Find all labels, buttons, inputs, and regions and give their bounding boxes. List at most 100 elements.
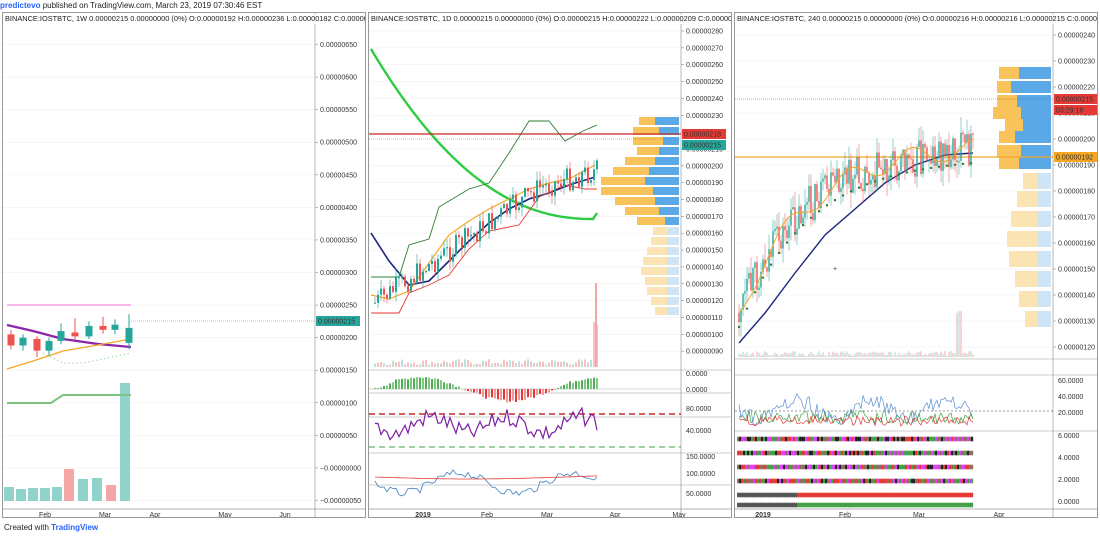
weekly-y-tick-label: 0.00000100 xyxy=(320,400,357,407)
indicator-dot xyxy=(871,492,874,498)
chart-canvas-1d[interactable]: 0.00000280 0.00000270 0.00000260 0.00000250… xyxy=(369,13,732,518)
indicator-dot xyxy=(745,464,748,470)
indicator-dot xyxy=(861,478,864,484)
indicator-dot xyxy=(847,436,850,442)
volume-profile-bar xyxy=(637,217,665,225)
rsi-line xyxy=(374,406,598,441)
indicator-dot xyxy=(929,464,932,470)
macd-histogram-bar xyxy=(452,384,454,389)
volume-profile-bar xyxy=(1015,131,1051,143)
indicator-dot xyxy=(759,464,762,470)
indicator-dot xyxy=(967,492,970,498)
chart-panel-240[interactable]: BINANCE:IOSTBTC, 240 0.00000215 0.000000… xyxy=(734,12,1098,518)
author-link[interactable]: predictevo xyxy=(0,1,41,10)
candlestick xyxy=(557,181,559,184)
indicator-dot xyxy=(831,478,834,484)
candlestick xyxy=(946,144,948,156)
indicator-dot xyxy=(853,478,856,484)
candlestick xyxy=(828,188,830,196)
publish-header: predictevo published on TradingView.com,… xyxy=(0,0,1100,12)
rsi-tick-label: 80.0000 xyxy=(686,406,711,413)
indicator-dot xyxy=(895,436,898,442)
volume-bar xyxy=(389,364,391,367)
indicator-dot xyxy=(865,464,868,470)
tradingview-logo[interactable]: TradingView xyxy=(51,523,99,532)
volume-bar xyxy=(742,351,744,357)
volume-bar xyxy=(521,364,523,367)
macd-histogram-bar xyxy=(404,378,406,389)
indicator-dot xyxy=(791,436,794,442)
candlestick xyxy=(848,159,850,184)
indicator-dot xyxy=(759,478,762,484)
indicator-dot xyxy=(895,478,898,484)
macd-histogram-bar xyxy=(542,389,544,396)
volume-bar xyxy=(512,360,514,367)
indicator-dot xyxy=(823,450,826,456)
volume-bar xyxy=(395,362,397,367)
chart-panel-1w[interactable]: BINANCE:IOSTBTC, 1W 0.00000215 0.0000000… xyxy=(2,12,366,518)
h4-y-tick-label: 0.00000240 xyxy=(1058,33,1095,40)
indicator-dot xyxy=(887,450,890,456)
indicator-dot xyxy=(897,478,900,484)
candlestick xyxy=(782,226,784,249)
indicator-dot xyxy=(741,478,744,484)
candlestick xyxy=(413,278,415,283)
chart-canvas-1w[interactable]: 0.00000650 0.00000600 0.00000550 0.00000500… xyxy=(3,13,366,518)
volume-bar xyxy=(419,364,421,367)
volume-profile-bar xyxy=(1037,231,1051,247)
macd-histogram-bar xyxy=(575,381,577,389)
indicator-dot xyxy=(739,478,742,484)
indicator-dot xyxy=(813,478,816,484)
indicator-dot xyxy=(913,464,916,470)
indicator-dot xyxy=(817,464,820,470)
macd-histogram-bar xyxy=(476,389,478,393)
volume-bar xyxy=(485,361,487,367)
indicator-dot xyxy=(893,464,896,470)
indicator-dot xyxy=(961,464,964,470)
macd-histogram-bar xyxy=(419,377,421,389)
indicator-dot xyxy=(935,502,938,508)
indicator-dot xyxy=(845,450,848,456)
indicator-dot xyxy=(755,450,758,456)
indicator-dot xyxy=(799,478,802,484)
chart-panel-1d[interactable]: BINANCE:IOSTBTC, 1D 0.00000215 0.0000000… xyxy=(368,12,732,518)
indicator-dot xyxy=(845,492,848,498)
indicator-dot xyxy=(799,464,802,470)
macd-histogram-bar xyxy=(494,389,496,399)
indicator-dot xyxy=(773,492,776,498)
candlestick xyxy=(780,240,782,249)
indicator-dot xyxy=(961,502,964,508)
indicator-dot xyxy=(923,464,926,470)
candlestick xyxy=(398,277,400,279)
daily-x-tick-label: Feb xyxy=(481,512,493,518)
indicator-dot xyxy=(755,478,758,484)
volume-bar xyxy=(503,359,505,367)
volume-bar xyxy=(754,355,756,357)
volume-bar xyxy=(920,351,922,357)
indicator-dot xyxy=(761,450,764,456)
candlestick xyxy=(470,234,472,237)
indicator-dot xyxy=(747,450,750,456)
chart-canvas-240[interactable]: 0.000002400.000002300.000002200.00000210… xyxy=(735,13,1098,518)
candlestick xyxy=(840,188,842,192)
daily-channel-top-line xyxy=(371,120,598,278)
volume-bar xyxy=(802,353,804,357)
osc-tick-label: 100.0000 xyxy=(686,471,715,478)
daily-y-tick-label: 0.00000100 xyxy=(686,332,723,339)
volume-bar xyxy=(434,363,436,367)
indicator-dot xyxy=(961,492,964,498)
candlestick xyxy=(834,175,836,183)
candlestick xyxy=(392,286,394,292)
indicator-dot xyxy=(755,436,758,442)
volume-bar xyxy=(928,353,930,357)
volume-bar xyxy=(886,354,888,357)
indicator-dot xyxy=(779,502,782,508)
indicator-dot xyxy=(775,464,778,470)
indicator-dot xyxy=(967,478,970,484)
macd-histogram-bar xyxy=(389,383,391,389)
volume-profile-bar xyxy=(997,145,1021,157)
indicator-dot xyxy=(937,502,940,508)
indicator-dot xyxy=(969,436,972,442)
indicator-dot xyxy=(751,464,754,470)
volume-profile-bar xyxy=(651,237,667,245)
